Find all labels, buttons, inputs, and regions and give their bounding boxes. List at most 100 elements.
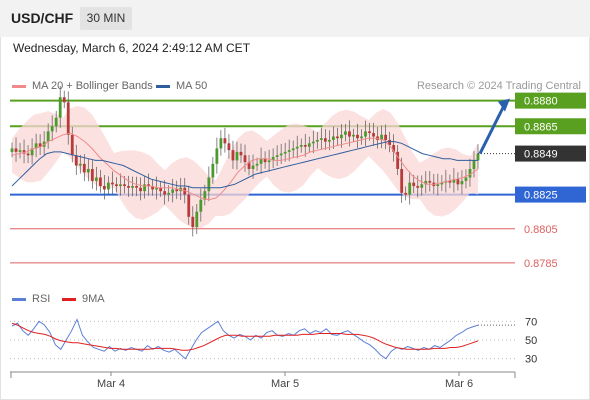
candle-body [14,148,18,152]
candle-body [255,163,259,166]
candle-body [62,97,66,103]
candle-body [163,191,167,195]
candle-body [396,151,400,169]
currency-pair: USD/CHF [11,10,74,26]
candle-body [368,131,371,134]
candle-body [107,182,110,190]
candle-body [372,133,375,137]
candle-body [115,184,118,187]
candle-body [111,182,114,185]
candle-body [127,186,130,188]
candle-body [159,187,163,192]
candle-body [82,163,86,173]
candle-body [392,145,396,152]
candle-body [331,136,335,140]
candle-body [352,134,355,137]
rsi-tick-label-30: 30 [525,354,537,366]
candle-body [86,168,90,173]
rsi-tick-label-70: 70 [525,316,537,328]
candle-body [464,177,468,181]
candle-body [50,126,54,132]
candle-body [155,187,159,190]
candle-body [94,177,98,181]
ma20-line [11,132,479,201]
candle-body [54,117,58,127]
x-tick-label: Mar 6 [445,378,473,390]
forecast-arrow-shaft [478,104,506,155]
candle-body [263,158,267,163]
candle-body [283,151,287,154]
candle-body [267,160,271,163]
candle-body [66,102,70,135]
candle-body [364,131,367,137]
candle-body [420,184,424,188]
candle-body [388,139,392,146]
candle-body [291,148,295,151]
candle-body [323,138,327,142]
candle-body [460,180,464,185]
candle-body [235,151,239,161]
candle-body [195,211,199,228]
candle-body [440,182,444,185]
candle-body [102,186,106,190]
rsi-line [11,318,479,360]
candle-body [211,163,215,178]
legend-ma50: MA 50 [156,80,207,92]
candle-body [171,189,175,193]
candle-body [78,163,82,166]
candle-body [18,150,22,152]
current-price-label: 0.8849 [524,149,558,161]
legend-swatch-ma50 [156,84,170,88]
candle-body [231,150,235,161]
level-tag-0.8865 [515,118,586,135]
legend-swatch-9ma [62,297,76,301]
ma50-line [11,141,478,189]
research-credit: Research © 2024 Trading Central [416,80,581,92]
x-tick-label: Mar 4 [97,378,125,390]
candle-body [452,179,456,183]
candle-body [135,186,138,188]
level-label-0.8805: 0.8805 [524,224,558,236]
candle-body [340,134,343,139]
rsi-tick-label-50: 50 [525,335,537,347]
candle-body [412,182,416,187]
legend-ma20-bb: MA 20 + Bollinger Bands [12,80,153,92]
candle-body [207,177,211,192]
candle-body [468,168,472,178]
candle-body [335,136,339,139]
candle-body [275,155,279,157]
timeframe-button[interactable]: 30 MIN [80,7,132,30]
level-label-0.8785: 0.8785 [524,258,558,270]
rsi-ma9-line [11,322,479,351]
candle-body [30,148,34,156]
candle-body [428,180,432,183]
candle-body [167,192,171,195]
candle-body [299,145,303,147]
candle-body [131,186,134,188]
candle-body [360,136,363,139]
candle-body [119,184,122,187]
candle-body [139,187,142,192]
legend-label-rsi: RSI [32,293,51,305]
candle-body [123,184,126,187]
candle-body [436,184,440,187]
legend-rsi: RSI [12,293,50,305]
candle-body [10,148,14,152]
candle-body [34,143,38,149]
candle-body [227,143,231,151]
level-tag-0.8825 [515,186,586,203]
candle-body [404,192,408,195]
candle-body [38,143,42,147]
candle-body [311,141,315,144]
current-price-tag [515,145,586,162]
candle-body [58,97,62,118]
candle-body [472,160,476,169]
x-tick-label: Mar 5 [271,378,299,390]
candle-body [70,134,74,156]
candle-body [239,151,243,156]
candle-body [384,134,388,140]
candle-body [287,150,291,152]
candle-body [22,150,26,154]
candle-body [175,189,179,192]
